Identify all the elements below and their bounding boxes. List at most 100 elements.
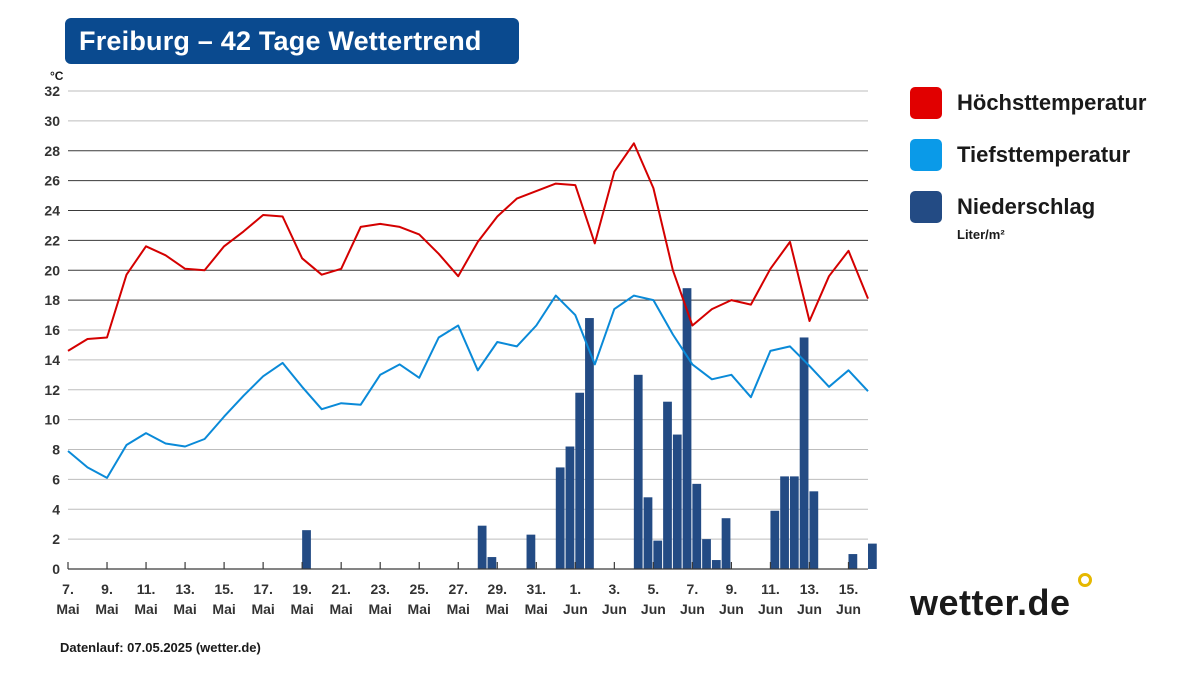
x-tick-label: 7.: [62, 581, 74, 597]
precip-bar: [477, 525, 487, 569]
x-axis: 7. Mai 9. Mai 11. Mai 13. Mai 15. Mai 17. Mai 19. Mai…: [56, 562, 868, 617]
legend-item-high: Höchsttemperatur: [910, 85, 1190, 137]
precip-bar: [780, 476, 789, 569]
gridlines: [68, 90, 868, 570]
precip-bar: [633, 374, 643, 569]
x-tick-label: 15.: [214, 581, 233, 597]
legend-unit-rain: Liter/m²: [957, 227, 1005, 242]
x-tick-label: 9.: [101, 581, 113, 597]
y-tick-label: 4: [52, 501, 60, 517]
x-tick-label: 1.: [569, 581, 581, 597]
x-tick-label: Jun: [797, 601, 822, 617]
legend-label-rain: Niederschlag: [957, 194, 1096, 219]
x-tick-label: 31.: [527, 581, 546, 597]
x-tick-label: 9.: [726, 581, 738, 597]
precip-bar: [682, 288, 692, 569]
precip-bar: [702, 539, 711, 569]
x-tick-label: Mai: [173, 601, 196, 617]
precip-bar: [565, 446, 575, 569]
x-tick-label: 29.: [488, 581, 507, 597]
data-run-note: Datenlauf: 07.05.2025 (wetter.de): [60, 640, 261, 655]
x-tick-label: 7.: [687, 581, 699, 597]
precip-bar: [575, 392, 585, 569]
precip-bar: [711, 560, 721, 569]
y-tick-label: 20: [44, 262, 60, 278]
chart-title: Freiburg – 42 Tage Wettertrend: [79, 25, 482, 56]
precip-bar: [848, 554, 858, 569]
x-tick-label: Mai: [486, 601, 509, 617]
x-tick-label: Mai: [329, 601, 352, 617]
x-tick-label: 17.: [253, 581, 272, 597]
precip-bar: [663, 401, 672, 569]
precip-bar: [721, 518, 731, 569]
legend-swatch-high: [910, 87, 942, 119]
x-tick-label: 11.: [137, 581, 156, 597]
legend-label-low: Tiefsttemperatur: [957, 142, 1131, 167]
precip-bar: [789, 476, 799, 569]
line-tiefsttemperatur: [67, 294, 869, 479]
y-tick-label: 22: [44, 232, 60, 248]
precip-bar: [585, 318, 594, 569]
x-tick-label: Jun: [563, 601, 588, 617]
y-tick-label: 14: [44, 352, 60, 368]
y-axis-unit: °C: [50, 69, 64, 83]
precip-bar: [643, 497, 653, 569]
x-tick-label: 5.: [648, 581, 660, 597]
precip-bar: [799, 337, 809, 569]
title-banner: Freiburg – 42 Tage Wettertrend: [65, 18, 519, 64]
x-tick-label: Mai: [134, 601, 157, 617]
brand-logo: wetter.de: [910, 582, 1071, 623]
precip-bar: [555, 467, 565, 569]
brand-logo-dot-icon: [1078, 573, 1092, 587]
x-tick-label: Mai: [212, 601, 235, 617]
y-tick-label: 28: [44, 143, 60, 159]
x-tick-label: Mai: [251, 601, 274, 617]
y-tick-label: 0: [52, 561, 60, 577]
x-tick-label: Mai: [408, 601, 431, 617]
legend-label-high: Höchsttemperatur: [957, 90, 1147, 115]
y-tick-label: 30: [44, 113, 60, 129]
x-tick-label: Jun: [719, 601, 744, 617]
precip-bar: [653, 540, 663, 569]
legend-swatch-low: [910, 139, 942, 171]
precip-bar: [302, 530, 311, 569]
x-tick-label: 23.: [370, 581, 389, 597]
y-tick-label: 18: [44, 292, 60, 308]
y-tick-label: 6: [52, 471, 60, 487]
y-tick-label: 8: [52, 442, 60, 458]
y-tick-label: 24: [44, 203, 60, 219]
precip-bar: [672, 434, 682, 569]
y-tick-label: 12: [44, 382, 60, 398]
x-tick-label: Jun: [758, 601, 783, 617]
precip-bar: [809, 491, 819, 569]
x-tick-label: 25.: [409, 581, 428, 597]
x-tick-label: 15.: [839, 581, 858, 597]
precip-bar: [487, 557, 497, 569]
x-tick-label: 11.: [761, 581, 780, 597]
y-tick-label: 2: [52, 531, 60, 547]
precipitation-bars: [302, 288, 877, 569]
line-höchsttemperatur: [67, 142, 869, 352]
x-tick-label: Mai: [369, 601, 392, 617]
y-tick-label: 16: [44, 322, 60, 338]
legend-swatch-rain: [910, 191, 942, 223]
legend: Höchsttemperatur Tiefsttemperatur Nieder…: [910, 85, 1190, 242]
y-tick-label: 32: [44, 83, 60, 99]
x-tick-label: 21.: [331, 581, 350, 597]
precip-bar: [526, 534, 536, 569]
y-tick-label: 10: [44, 412, 60, 428]
precip-bar: [770, 510, 780, 569]
legend-item-rain: Niederschlag Liter/m²: [910, 189, 1190, 242]
temperature-lines: [67, 142, 869, 479]
x-tick-label: Mai: [95, 601, 118, 617]
x-tick-label: 3.: [608, 581, 620, 597]
precip-bar: [692, 483, 702, 569]
y-tick-label: 26: [44, 173, 60, 189]
x-tick-label: Jun: [836, 601, 861, 617]
legend-item-low: Tiefsttemperatur: [910, 137, 1190, 189]
x-tick-label: Mai: [525, 601, 548, 617]
x-tick-label: Mai: [56, 601, 79, 617]
x-tick-label: Jun: [641, 601, 666, 617]
